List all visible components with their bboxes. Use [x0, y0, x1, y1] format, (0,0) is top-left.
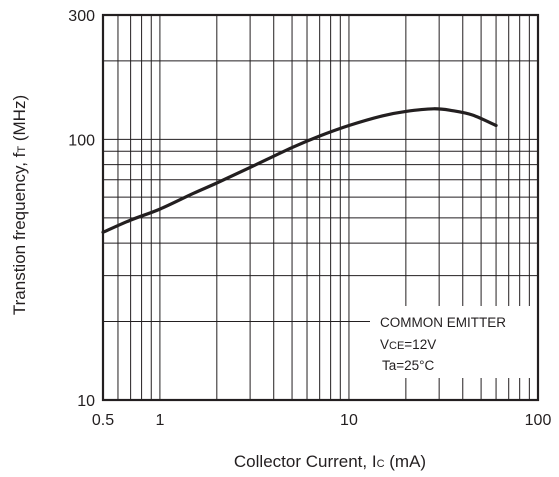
x-tick-label: 10 — [340, 412, 358, 429]
plot-frame — [101, 13, 540, 402]
annotation-line-1: COMMON EMITTER — [380, 315, 506, 330]
x-axis-title: Collector Current, IC (mA) — [234, 452, 426, 471]
y-tick-label: 100 — [68, 132, 95, 149]
y-axis-title: Transtion frequency, fT (MHz) — [10, 95, 29, 315]
annotation-box — [370, 306, 538, 378]
x-tick-label: 1 — [155, 412, 164, 429]
tick-labels: 0.5 1 10 100 10 100 300 — [68, 8, 551, 429]
x-tick-label: 0.5 — [92, 412, 114, 429]
y-tick-label: 300 — [68, 8, 95, 25]
y-tick-label: 10 — [77, 393, 95, 410]
annotation-line-3: Ta=25°C — [382, 358, 435, 373]
x-tick-label: 100 — [525, 412, 552, 429]
series-line — [101, 107, 498, 234]
annotation-line-2: VCE=12V — [380, 337, 436, 352]
